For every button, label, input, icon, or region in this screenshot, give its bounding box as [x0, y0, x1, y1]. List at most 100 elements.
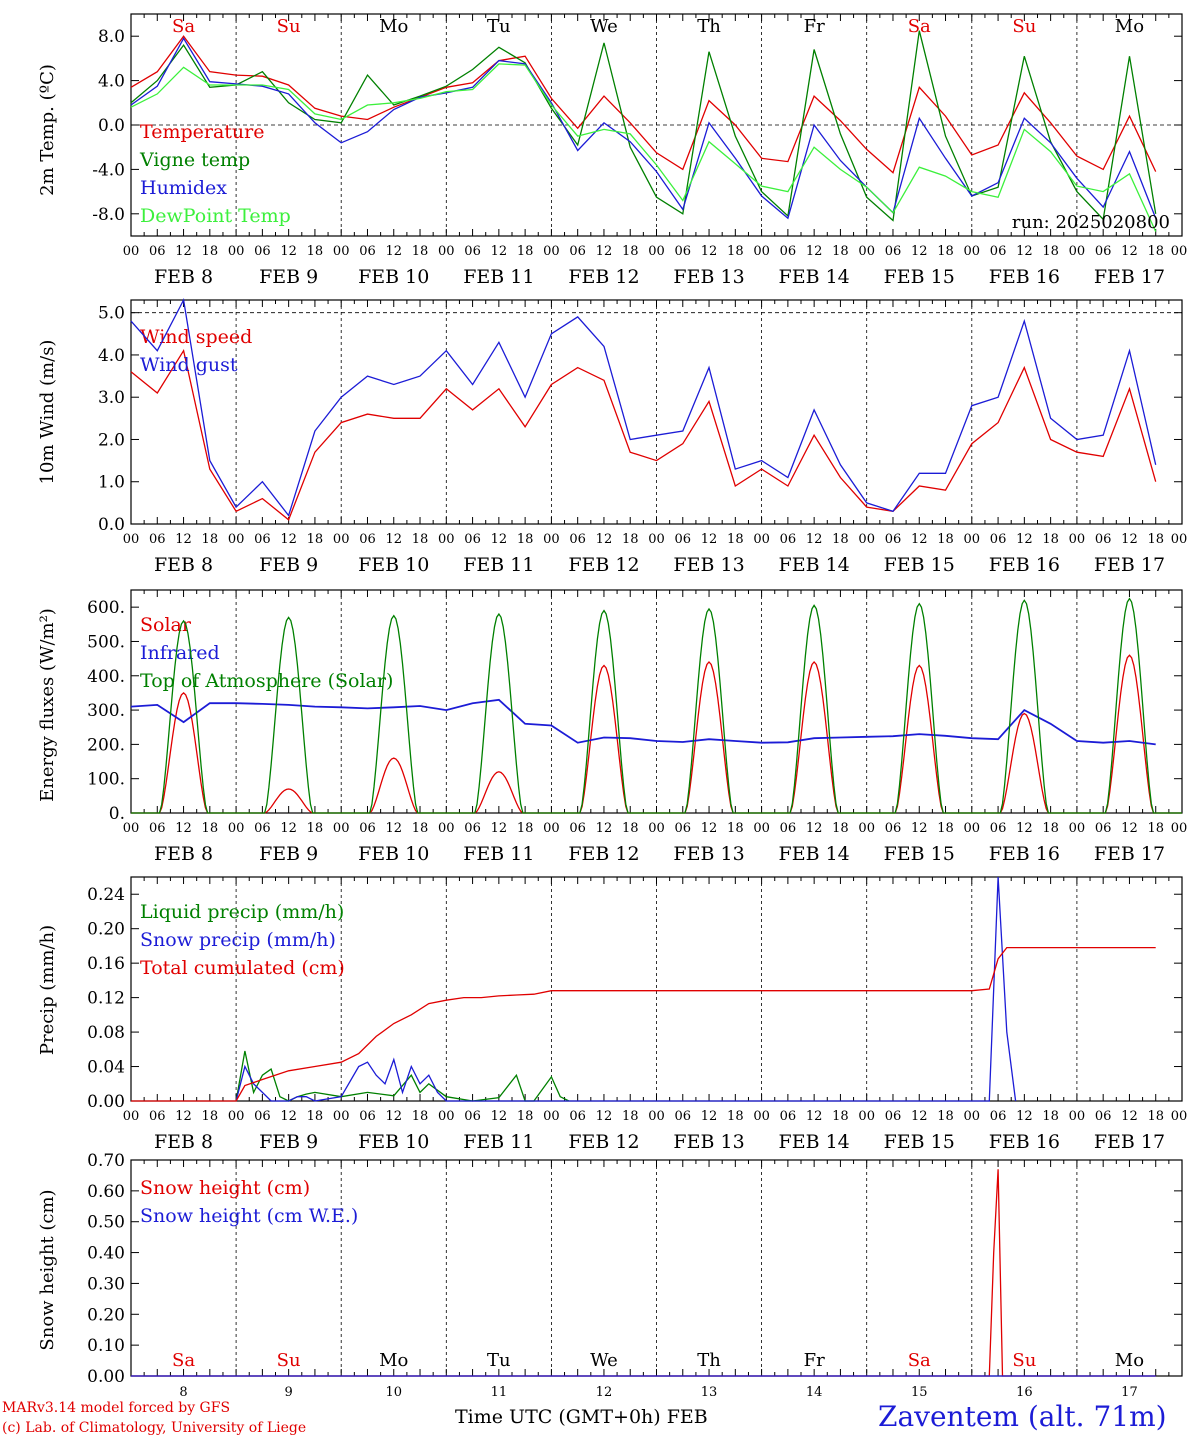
precip-legend-item: Total cumulated (cm) [140, 957, 345, 979]
wind-y-tick-label: 1.0 [98, 473, 125, 493]
wind-hour-label: 00 [753, 532, 770, 547]
wind-hour-label: 06 [569, 532, 586, 547]
precip-hour-label: 06 [464, 1109, 481, 1124]
temperature-hour-label: 18 [307, 244, 324, 259]
precip-hour-label: 00 [1069, 1109, 1086, 1124]
temperature-hour-label: 18 [937, 244, 954, 259]
temperature-hour-label: 06 [464, 244, 481, 259]
energy-hour-label: 00 [543, 821, 560, 836]
day-of-week-label: Mo [379, 16, 408, 37]
precip-hour-label: 18 [937, 1109, 954, 1124]
precip-series-total-cumulated-cm [131, 946, 1156, 1102]
precip-y-tick-label: 0.04 [87, 1058, 125, 1078]
precip-y-tick-label: 0.16 [87, 954, 125, 974]
precip-hour-label: 12 [385, 1109, 402, 1124]
energy-hour-label: 18 [727, 821, 744, 836]
wind-hour-label: 18 [937, 532, 954, 547]
energy-y-tick-label: 200. [87, 735, 125, 755]
wind-hour-label: 00 [648, 532, 665, 547]
precip-date-label: FEB 9 [259, 1131, 318, 1153]
precip-date-label: FEB 8 [154, 1131, 213, 1153]
energy-hour-label: 00 [228, 821, 245, 836]
day-of-week-label: Sa [908, 1350, 931, 1371]
precip-series-snow-precip-mm-h [235, 876, 1017, 1102]
precip-date-label: FEB 14 [779, 1131, 850, 1153]
energy-hour-label: 18 [832, 821, 849, 836]
temperature-date-label: FEB 12 [568, 266, 639, 288]
snow-y-tick-label: 0.70 [87, 1151, 125, 1171]
precip-hour-label: 18 [727, 1109, 744, 1124]
energy-date-label: FEB 12 [568, 843, 639, 865]
snow-y-tick-label: 0.00 [87, 1367, 125, 1387]
energy-hour-label: 00 [964, 821, 981, 836]
temperature-hour-label: 18 [1147, 244, 1164, 259]
temperature-hour-label: 12 [911, 244, 928, 259]
precip-date-label: FEB 10 [358, 1131, 429, 1153]
energy-hour-label: 06 [359, 821, 376, 836]
temperature-hour-label: 18 [832, 244, 849, 259]
day-number-label: 13 [701, 1385, 718, 1400]
wind-hour-label: 12 [701, 532, 718, 547]
wind-series-wind-gust [130, 297, 1157, 517]
wind-hour-label: 18 [202, 532, 219, 547]
energy-hour-label: 12 [701, 821, 718, 836]
wind-hour-label: 06 [990, 532, 1007, 547]
temperature-date-label: FEB 8 [154, 266, 213, 288]
day-of-week-label: Su [1012, 1350, 1036, 1371]
day-number-label: 15 [911, 1385, 928, 1400]
precip-y-tick-label: 0.12 [87, 989, 125, 1009]
temperature-y-axis-label: 2m Temp. (ºC) [37, 64, 58, 196]
temperature-legend-item: Humidex [140, 177, 227, 199]
energy-hour-label: 00 [858, 821, 875, 836]
energy-hour-label: 18 [622, 821, 639, 836]
precip-hour-label: 12 [175, 1109, 192, 1124]
day-of-week-label: Su [277, 16, 301, 37]
energy-hour-label: 12 [491, 821, 508, 836]
precip-hour-label: 06 [1095, 1109, 1112, 1124]
energy-hour-label: 00 [333, 821, 350, 836]
wind-series-wind-speed [130, 349, 1157, 521]
day-of-week-label: Th [697, 16, 721, 37]
day-of-week-label: Fr [804, 1350, 825, 1371]
energy-hour-label: 06 [569, 821, 586, 836]
precip-y-axis-label: Precip (mm/h) [37, 925, 58, 1055]
energy-hour-label: 12 [280, 821, 297, 836]
temperature-hour-label: 18 [412, 244, 429, 259]
temperature-hour-label: 18 [727, 244, 744, 259]
temperature-hour-label: 00 [438, 244, 455, 259]
wind-hour-label: 06 [675, 532, 692, 547]
wind-hour-label: 18 [622, 532, 639, 547]
precip-y-tick-label: 0.20 [87, 920, 125, 940]
energy-hour-label: 18 [412, 821, 429, 836]
energy-hour-label: 12 [911, 821, 928, 836]
energy-date-label: FEB 11 [463, 843, 534, 865]
energy-y-axis-label: Energy fluxes (W/m²) [37, 608, 58, 802]
snow-y-tick-label: 0.10 [87, 1336, 125, 1356]
energy-hour-label: 12 [175, 821, 192, 836]
temperature-legend-item: Temperature [140, 121, 264, 143]
energy-hour-label: 06 [990, 821, 1007, 836]
day-of-week-label: We [590, 1350, 618, 1371]
precip-hour-label: 12 [911, 1109, 928, 1124]
precip-hour-label: 06 [149, 1109, 166, 1124]
wind-hour-label: 06 [254, 532, 271, 547]
energy-hour-label: 00 [438, 821, 455, 836]
wind-hour-label: 12 [1016, 532, 1033, 547]
wind-hour-label: 06 [780, 532, 797, 547]
energy-hour-label: 12 [596, 821, 613, 836]
temperature-hour-label: 06 [990, 244, 1007, 259]
energy-y-tick-label: 400. [87, 667, 125, 687]
snow-legend-item: Snow height (cm W.E.) [140, 1205, 358, 1227]
energy-date-label: FEB 9 [259, 843, 318, 865]
precip-hour-label: 06 [780, 1109, 797, 1124]
temperature-date-label: FEB 15 [884, 266, 955, 288]
precip-hour-label: 00 [858, 1109, 875, 1124]
temperature-hour-label: 06 [1095, 244, 1112, 259]
temperature-hour-label: 00 [543, 244, 560, 259]
precip-hour-label: 12 [491, 1109, 508, 1124]
temperature-hour-label: 12 [806, 244, 823, 259]
temperature-series-vigne-temp [130, 30, 1157, 222]
energy-hour-label: 06 [885, 821, 902, 836]
precip-date-label: FEB 17 [1094, 1131, 1165, 1153]
temperature-hour-label: 06 [149, 244, 166, 259]
